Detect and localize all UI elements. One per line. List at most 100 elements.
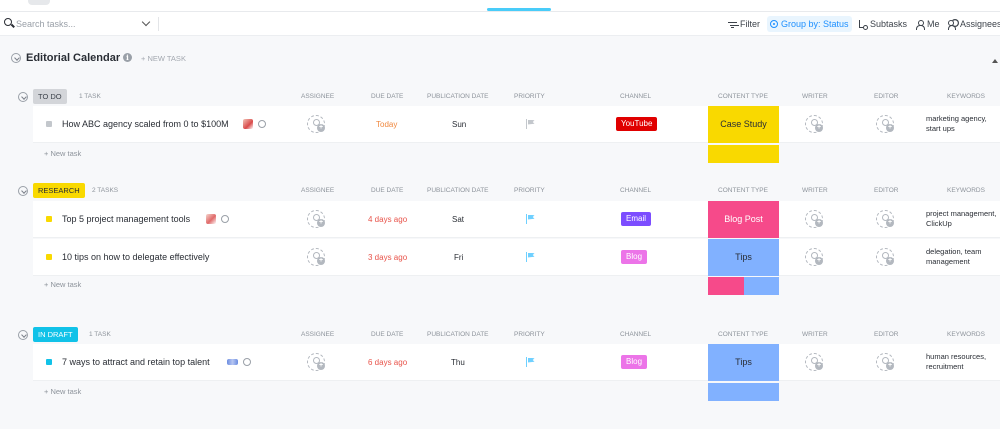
col-assignee[interactable]: ASSIGNEE <box>301 331 335 338</box>
assignee-avatar-add[interactable] <box>307 353 325 371</box>
col-keywords[interactable]: KEYWORDS <box>947 331 985 338</box>
user-icon <box>915 19 925 30</box>
editor-avatar-add[interactable] <box>876 248 894 266</box>
channel-chip[interactable]: Email <box>621 212 652 226</box>
attachment-icon[interactable] <box>241 356 253 368</box>
new-task-button[interactable]: + NEW TASK <box>141 54 186 63</box>
col-priority[interactable]: PRIORITY <box>514 331 545 338</box>
publication-date[interactable]: Sun <box>452 120 467 129</box>
writer-avatar-add[interactable] <box>805 353 823 371</box>
add-task-button[interactable]: + New task <box>44 387 82 396</box>
status-square[interactable] <box>46 254 52 260</box>
status-pill[interactable]: RESEARCH <box>33 183 85 198</box>
col-priority[interactable]: PRIORITY <box>514 187 545 194</box>
task-name[interactable]: 10 tips on how to delegate effectively <box>62 252 210 262</box>
task-row[interactable]: 7 ways to attract and retain top talent … <box>33 344 1000 381</box>
content-type-cell[interactable]: Tips <box>708 239 779 276</box>
col-due-date[interactable]: DUE DATE <box>371 93 404 100</box>
col-due-date[interactable]: DUE DATE <box>371 331 404 338</box>
add-task-button[interactable]: + New task <box>44 280 82 289</box>
keywords[interactable]: delegation, team management <box>926 247 982 266</box>
due-date[interactable]: 4 days ago <box>368 215 408 224</box>
col-keywords[interactable]: KEYWORDS <box>947 93 985 100</box>
subtasks-button[interactable]: Subtasks <box>855 16 910 32</box>
editor-avatar-add[interactable] <box>876 115 894 133</box>
col-publication-date[interactable]: PUBLICATION DATE <box>427 93 489 100</box>
col-content-type[interactable]: CONTENT TYPE <box>718 331 768 338</box>
col-channel[interactable]: CHANNEL <box>620 331 652 338</box>
col-priority[interactable]: PRIORITY <box>514 93 545 100</box>
attachment-icon[interactable] <box>219 213 231 225</box>
writer-avatar-add[interactable] <box>805 115 823 133</box>
publication-date[interactable]: Fri <box>454 253 464 262</box>
status-pill[interactable]: TO DO <box>33 89 67 104</box>
due-date[interactable]: 3 days ago <box>368 253 408 262</box>
chevron-down-icon[interactable] <box>141 17 151 27</box>
col-writer[interactable]: WRITER <box>802 331 828 338</box>
task-row[interactable]: 10 tips on how to delegate effectively 3… <box>33 239 1000 276</box>
priority-flag-icon[interactable] <box>526 119 536 129</box>
col-editor[interactable]: EDITOR <box>874 331 899 338</box>
add-task-button[interactable]: + New task <box>44 149 82 158</box>
status-pill[interactable]: IN DRAFT <box>33 327 78 342</box>
priority-flag-icon[interactable] <box>526 214 536 224</box>
col-assignee[interactable]: ASSIGNEE <box>301 187 335 194</box>
keywords[interactable]: human resources, recruitment <box>926 352 987 371</box>
col-writer[interactable]: WRITER <box>802 93 828 100</box>
attachment-icon[interactable] <box>256 118 268 130</box>
assignees-button[interactable]: Assignees <box>945 16 1000 32</box>
filter-button[interactable]: Filter <box>725 16 763 32</box>
editor-avatar-add[interactable] <box>876 353 894 371</box>
due-date[interactable]: Today <box>376 120 398 129</box>
col-assignee[interactable]: ASSIGNEE <box>301 93 335 100</box>
assignee-avatar-add[interactable] <box>307 115 325 133</box>
search-input[interactable] <box>16 16 136 32</box>
assignee-avatar-add[interactable] <box>307 248 325 266</box>
col-keywords[interactable]: KEYWORDS <box>947 187 985 194</box>
task-row[interactable]: How ABC agency scaled from 0 to $100M To… <box>33 106 1000 143</box>
col-publication-date[interactable]: PUBLICATION DATE <box>427 331 489 338</box>
priority-flag-icon[interactable] <box>526 357 536 367</box>
col-publication-date[interactable]: PUBLICATION DATE <box>427 187 489 194</box>
collapse-group-icon[interactable] <box>18 92 28 102</box>
writer-avatar-add[interactable] <box>805 248 823 266</box>
col-content-type[interactable]: CONTENT TYPE <box>718 187 768 194</box>
col-writer[interactable]: WRITER <box>802 187 828 194</box>
status-square[interactable] <box>46 121 52 127</box>
editor-avatar-add[interactable] <box>876 210 894 228</box>
task-name[interactable]: Top 5 project management tools <box>62 214 191 224</box>
collapse-group-icon[interactable] <box>18 330 28 340</box>
scroll-up-icon[interactable] <box>992 59 998 63</box>
assignee-avatar-add[interactable] <box>307 210 325 228</box>
publication-date[interactable]: Sat <box>452 215 465 224</box>
col-editor[interactable]: EDITOR <box>874 187 899 194</box>
col-due-date[interactable]: DUE DATE <box>371 187 404 194</box>
collapse-group-icon[interactable] <box>18 186 28 196</box>
priority-flag-icon[interactable] <box>526 252 536 262</box>
publication-date[interactable]: Thu <box>451 358 465 367</box>
channel-chip[interactable]: Blog <box>621 250 648 264</box>
due-date[interactable]: 6 days ago <box>368 358 408 367</box>
channel-chip[interactable]: YouTube <box>616 117 658 131</box>
group-by-button[interactable]: Group by: Status <box>767 16 852 32</box>
content-type-cell[interactable]: Case Study <box>708 106 779 143</box>
keywords[interactable]: project management, ClickUp <box>926 209 997 228</box>
col-channel[interactable]: CHANNEL <box>620 93 652 100</box>
me-button[interactable]: Me <box>912 16 943 32</box>
status-square[interactable] <box>46 216 52 222</box>
collapse-list-icon[interactable] <box>11 53 21 63</box>
content-type-cell[interactable]: Tips <box>708 344 779 381</box>
view-tab-chip[interactable] <box>28 0 50 5</box>
content-type-cell[interactable]: Blog Post <box>708 201 779 238</box>
task-name[interactable]: 7 ways to attract and retain top talent <box>62 357 210 367</box>
col-editor[interactable]: EDITOR <box>874 93 899 100</box>
task-name[interactable]: How ABC agency scaled from 0 to $100M <box>62 119 229 129</box>
col-channel[interactable]: CHANNEL <box>620 187 652 194</box>
keywords[interactable]: marketing agency, start ups <box>926 114 987 133</box>
channel-chip[interactable]: Blog <box>621 355 648 369</box>
writer-avatar-add[interactable] <box>805 210 823 228</box>
col-content-type[interactable]: CONTENT TYPE <box>718 93 768 100</box>
status-square[interactable] <box>46 359 52 365</box>
task-row[interactable]: Top 5 project management tools 4 days ag… <box>33 201 1000 238</box>
info-icon[interactable]: i <box>123 53 132 62</box>
